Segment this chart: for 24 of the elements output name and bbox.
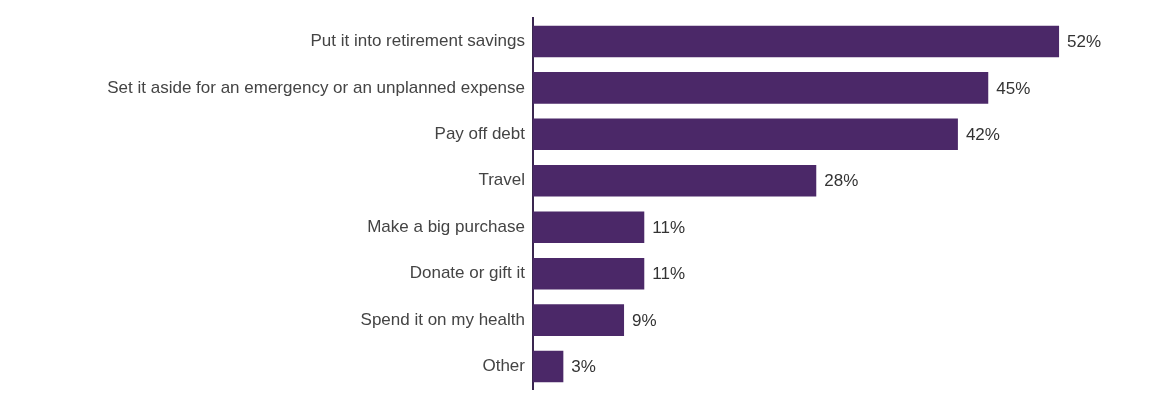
bar [533, 118, 958, 151]
bar [533, 164, 817, 197]
y-tick-label: Other [482, 356, 526, 376]
y-tick-label: Travel [478, 170, 525, 190]
data-label: 3% [571, 357, 596, 377]
data-label: 9% [632, 310, 657, 330]
y-tick-label: Make a big purchase [367, 216, 525, 236]
bar [533, 350, 564, 383]
y-tick-label: Spend it on my health [360, 309, 525, 329]
data-label: 11% [652, 217, 686, 237]
y-tick-label: Pay off debt [434, 124, 526, 144]
y-tick-label: Put it into retirement savings [310, 31, 525, 51]
data-label: 52% [1067, 32, 1102, 52]
y-tick-label: Set it aside for an emergency or an unplanned expense [107, 77, 525, 97]
bar [533, 72, 989, 104]
bar [533, 25, 1060, 58]
y-tick-label: Donate or gift it [409, 263, 526, 283]
bar [533, 304, 625, 336]
data-label: 28% [824, 171, 859, 191]
bar [533, 211, 645, 244]
bar [533, 257, 645, 290]
data-label: 11% [652, 264, 686, 284]
data-label: 42% [965, 125, 1000, 145]
data-label: 45% [996, 78, 1031, 98]
